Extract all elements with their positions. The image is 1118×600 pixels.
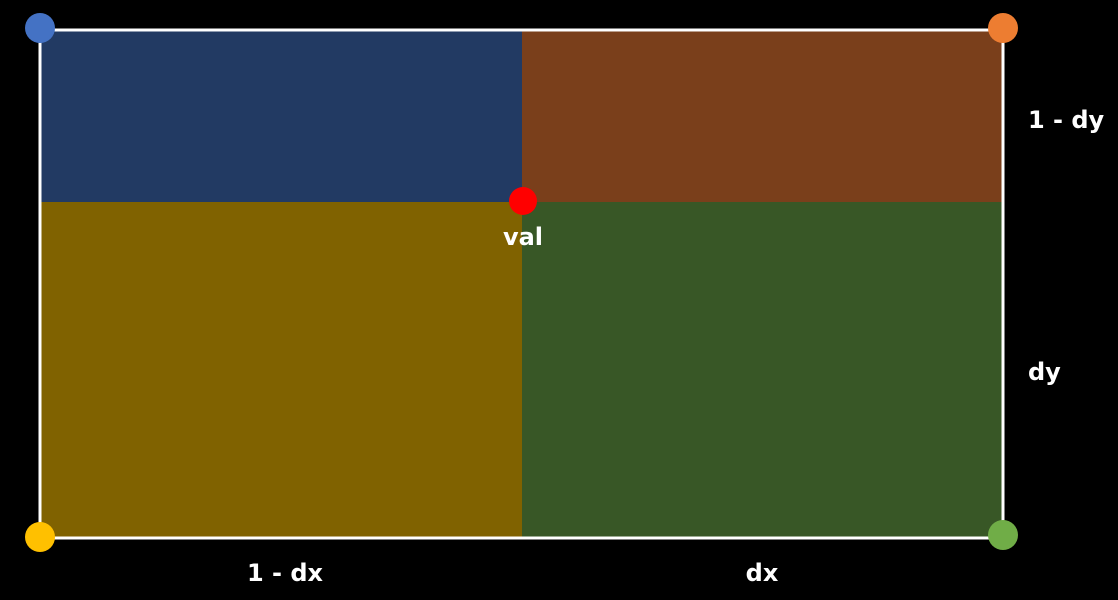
outer-border (38, 28, 1005, 540)
label-dy: dy (1028, 358, 1061, 386)
corner-point-top-right (988, 13, 1018, 43)
corner-point-bottom-left (25, 522, 55, 552)
region-bottom-right (522, 202, 1003, 538)
label-one-minus-dx: 1 - dx (247, 559, 324, 587)
label-one-minus-dy: 1 - dy (1028, 106, 1105, 134)
region-top-right (522, 30, 1003, 202)
region-top-left (40, 30, 522, 202)
interpolated-point (509, 187, 537, 215)
corner-point-bottom-right (988, 520, 1018, 550)
region-bottom-left (40, 202, 522, 538)
point-label: val (503, 223, 543, 251)
label-dx: dx (746, 559, 779, 587)
corner-point-top-left (25, 13, 55, 43)
